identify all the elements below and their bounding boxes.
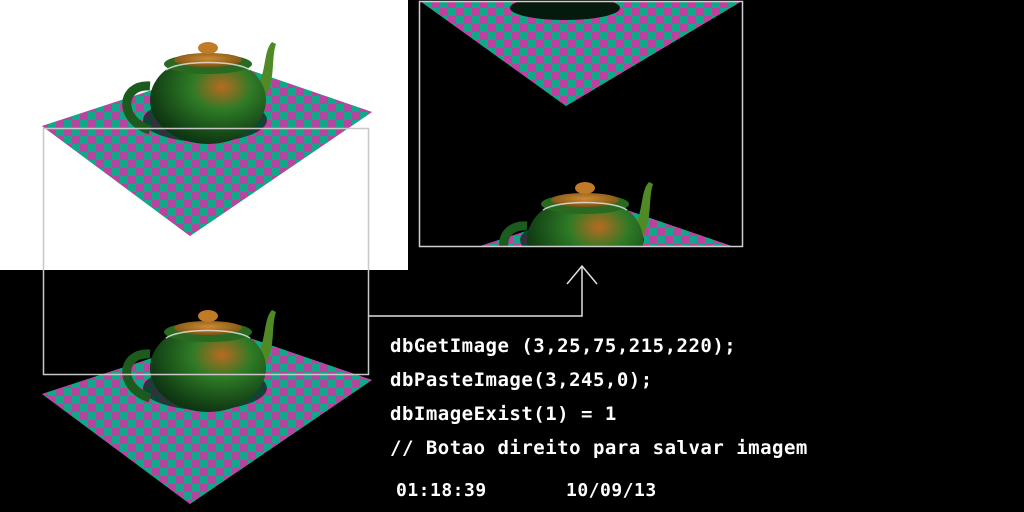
- code-line-paste-image: dbPasteImage(3,245,0);: [390, 369, 653, 391]
- capture-region-frame: [42, 127, 370, 376]
- status-date: 10/09/13: [566, 480, 657, 501]
- code-line-comment: // Botao direito para salvar imagem: [390, 437, 808, 459]
- code-line-image-exist: dbImageExist(1) = 1: [390, 403, 617, 425]
- up-arrow-icon: [566, 264, 598, 285]
- teapot-scene-top: [42, 42, 372, 236]
- connector-line: [369, 266, 583, 317]
- pasted-image-frame: [418, 0, 744, 248]
- teapot-scene-bottom: [42, 310, 372, 504]
- status-time: 01:18:39: [396, 480, 487, 501]
- pasted-image-view: [420, 1, 742, 246]
- code-line-get-image: dbGetImage (3,25,75,215,220);: [390, 335, 737, 357]
